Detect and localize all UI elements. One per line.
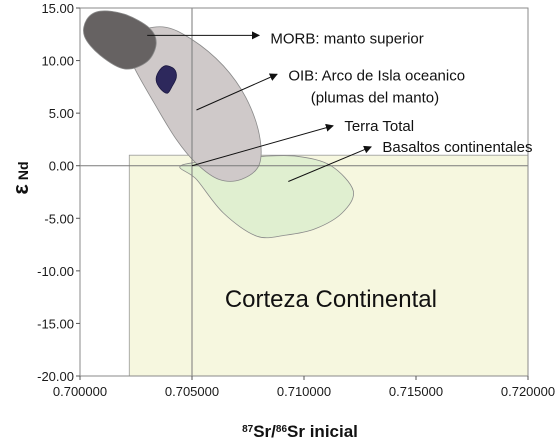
x-label-sup1: 87 <box>242 424 254 435</box>
x-tick-label: 0.705000 <box>165 384 219 399</box>
y-tick-label: 15.00 <box>41 1 74 16</box>
y-tick-label: -5.00 <box>44 211 74 226</box>
annotation-label: Terra Total <box>344 118 414 135</box>
y-label-main: ε <box>8 184 33 195</box>
annotation-label: OIB: Arco de Isla oceanico <box>288 67 465 84</box>
annotation-label: Basaltos continentales <box>382 139 532 156</box>
x-tick-label: 0.700000 <box>53 384 107 399</box>
x-tick-label: 0.720000 <box>501 384 555 399</box>
y-tick-label: -20.00 <box>37 369 74 384</box>
region-oib <box>126 26 262 182</box>
y-tick-label: 0.00 <box>49 159 74 174</box>
x-label-end: Sr inicial <box>287 422 358 441</box>
corteza-label: Corteza Continental <box>225 286 437 313</box>
x-tick-label: 0.715000 <box>389 384 443 399</box>
region-cluster <box>155 65 177 94</box>
y-tick-label: 10.00 <box>41 54 74 69</box>
annotation-arrow <box>288 145 372 182</box>
y-label-sub: Nd <box>15 161 31 180</box>
annotation-arrow <box>196 73 278 111</box>
y-tick-label: -10.00 <box>37 264 74 279</box>
y-axis-label: ε Nd <box>8 161 33 194</box>
x-label-mid: Sr/ <box>253 422 276 441</box>
y-tick-label: -15.00 <box>37 316 74 331</box>
x-label-sup2: 86 <box>276 424 288 435</box>
annotation-label: (plumas del manto) <box>311 89 439 106</box>
region-morb <box>83 10 157 70</box>
annotation-label: MORB: manto superior <box>270 30 423 47</box>
y-tick-label: 5.00 <box>49 106 74 121</box>
annotation-arrow <box>191 123 334 167</box>
x-axis-label: 87Sr/86Sr inicial <box>242 422 358 441</box>
x-tick-label: 0.710000 <box>277 384 331 399</box>
